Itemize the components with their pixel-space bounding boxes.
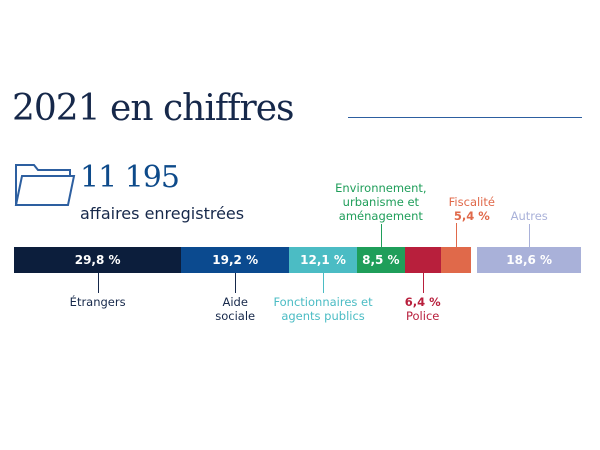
- bar-segment: 18,6 %: [476, 247, 582, 273]
- category-name: Fiscalité: [448, 195, 495, 209]
- category-label: Étrangers: [70, 295, 126, 309]
- category-label: 6,4 % Police: [405, 295, 441, 323]
- leader-line: [455, 223, 457, 247]
- leader-line: [323, 273, 325, 293]
- bar-segment: [404, 247, 441, 273]
- data-label: 19,2 %: [212, 253, 259, 267]
- category-label: Environnement, urbanisme et aménagement: [333, 181, 428, 223]
- data-label: 12,1 %: [300, 253, 346, 267]
- leader-line: [422, 273, 424, 293]
- bar-segment: 12,1 %: [289, 247, 357, 273]
- bar-segment: 8,5 %: [357, 247, 405, 273]
- bar-segment: 29,8 %: [14, 247, 182, 273]
- category-name: Environnement, urbanisme et aménagement: [335, 181, 427, 223]
- category-label: Fiscalité 5,4 %: [449, 195, 495, 223]
- bar-segment: 19,2 %: [181, 247, 290, 273]
- title-divider: [348, 117, 582, 118]
- category-name: Police: [406, 309, 440, 323]
- category-name: Étrangers: [69, 295, 126, 309]
- category-label: Autres: [511, 209, 548, 223]
- case-count: 11 195: [80, 160, 180, 195]
- category-name: Aide sociale: [215, 295, 256, 323]
- category-label: Fonctionnaires et agents publics: [268, 295, 378, 323]
- page-title: 2021 en chiffres: [12, 88, 294, 129]
- category-name: Fonctionnaires et agents publics: [273, 295, 373, 323]
- data-label: 18,6 %: [506, 253, 553, 267]
- category-label: Aide sociale: [215, 295, 255, 323]
- case-count-label: affaires enregistrées: [80, 204, 245, 223]
- leader-line: [380, 224, 382, 247]
- data-label: 5,4 %: [453, 209, 490, 223]
- leader-line: [97, 273, 99, 293]
- bar-segment: [440, 247, 471, 273]
- category-name: Autres: [510, 209, 548, 223]
- leader-line: [235, 273, 237, 293]
- data-label: 29,8 %: [74, 253, 121, 267]
- folder-icon: [14, 164, 76, 206]
- leader-line: [529, 224, 531, 248]
- data-label: 8,5 %: [362, 253, 400, 267]
- data-label: 6,4 %: [404, 295, 441, 309]
